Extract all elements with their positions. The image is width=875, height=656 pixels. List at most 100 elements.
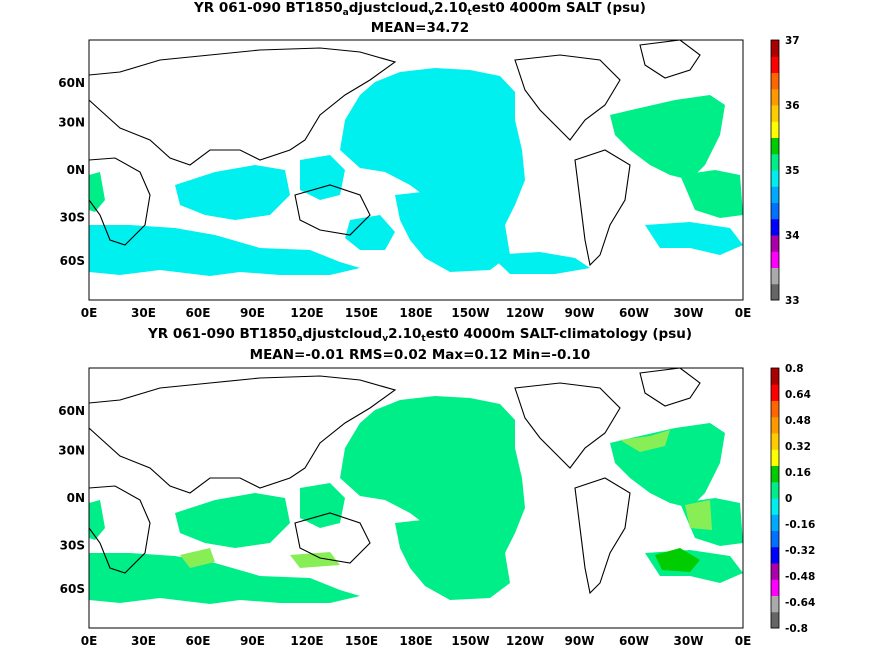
positive-anomaly-patch-3 <box>180 548 215 568</box>
colorbar-swatch <box>771 153 779 171</box>
south-pacific-field <box>395 190 510 272</box>
colorbar-swatch <box>771 72 779 90</box>
indian-ocean-field <box>175 165 290 220</box>
colorbar-tick-label: 0.48 <box>785 415 811 427</box>
colorbar-swatch <box>771 433 779 450</box>
lon-label: 90W <box>565 634 595 648</box>
south-atlantic-field <box>645 222 743 255</box>
south-pacific-anomaly <box>395 518 510 600</box>
colorbar-swatch <box>771 235 779 252</box>
panel1-subtitle: MEAN=34.72 <box>370 20 470 36</box>
panel1-coastlines <box>89 40 701 267</box>
south-atlantic-green-field <box>680 170 743 218</box>
lat-label: 60S <box>60 582 85 596</box>
colorbar-swatch <box>771 267 779 285</box>
lon-label: 60W <box>619 634 649 648</box>
lat-label: 30S <box>60 538 85 552</box>
lat-label: 30N <box>58 116 85 130</box>
lon-label: 120W <box>506 306 544 320</box>
west-pacific-anomaly <box>300 483 345 528</box>
lon-label: 30W <box>674 306 704 320</box>
lon-label: 150E <box>345 306 378 320</box>
lon-label: 180E <box>399 634 432 648</box>
colorbar-swatch <box>771 595 779 613</box>
west-pacific-field <box>300 155 345 200</box>
lon-label: 150W <box>451 634 489 648</box>
lon-label: 180E <box>399 306 432 320</box>
colorbar-swatch <box>771 400 779 418</box>
lon-label: 150E <box>345 634 378 648</box>
colorbar-swatch <box>771 611 779 629</box>
positive-anomaly-patch-4 <box>290 552 340 568</box>
strong-anomaly-patch <box>655 548 700 572</box>
southern-band-anomaly <box>89 553 360 604</box>
colorbar-tick-label: 36 <box>785 100 800 112</box>
colorbar-swatch <box>771 449 779 466</box>
lon-label: 120E <box>290 634 323 648</box>
colorbar-swatch <box>771 514 779 531</box>
panel2-map <box>88 367 744 629</box>
colorbar-swatch <box>771 498 779 515</box>
southeast-pacific-field <box>490 252 590 274</box>
panel1-map <box>88 39 744 301</box>
lat-label: 60N <box>58 76 85 90</box>
colorbar-swatch <box>771 384 779 401</box>
west-edge-field <box>89 172 105 212</box>
colorbar-swatch <box>771 88 779 106</box>
colorbar-tick-label: 0.16 <box>785 467 811 479</box>
colorbar-swatch <box>771 546 779 564</box>
positive-anomaly-patch-2 <box>685 500 712 530</box>
colorbar-swatch <box>771 186 779 203</box>
colorbar-swatch <box>771 416 779 434</box>
north-pacific-field <box>340 68 525 230</box>
colorbar-swatch <box>771 368 779 385</box>
lon-label: 120E <box>290 306 323 320</box>
southern-band-field <box>89 225 360 276</box>
colorbar-swatch <box>771 481 779 499</box>
positive-anomaly-patch-1 <box>620 430 670 452</box>
colorbar-swatch <box>771 105 779 122</box>
colorbar-swatch <box>771 283 779 301</box>
panel1-title: YR 061-090 BT1850adjustcloudv2.10test0 4… <box>194 0 646 18</box>
colorbar-frame <box>770 367 780 629</box>
colorbar-frame <box>770 39 780 301</box>
lon-label: 90E <box>240 306 265 320</box>
lon-label: 30E <box>131 634 156 648</box>
colorbar-tick-label: -0.16 <box>785 519 815 531</box>
colorbar-swatch <box>771 218 779 236</box>
panel2-title: YR 061-090 BT1850adjustcloudv2.10test0 4… <box>147 326 693 344</box>
north-pacific-anomaly <box>340 396 525 558</box>
lon-label: 0E <box>735 306 752 320</box>
lat-label: 30S <box>60 210 85 224</box>
colorbar-tick-label: -0.8 <box>785 623 808 635</box>
lon-label: 0E <box>735 634 752 648</box>
panel1-fields <box>89 68 743 276</box>
panel2-coastlines <box>89 368 701 595</box>
colorbar-swatch <box>771 56 779 73</box>
indian-ocean-anomaly <box>175 493 290 548</box>
colorbar-tick-label: 35 <box>785 165 800 177</box>
colorbar-tick-label: 34 <box>785 230 800 242</box>
lat-label: 60S <box>60 254 85 268</box>
panel2-subtitle: MEAN=-0.01 RMS=0.02 Max=0.12 Min=-0.10 <box>249 347 591 363</box>
colorbar-swatch <box>771 465 779 483</box>
colorbar-tick-label: 37 <box>785 35 800 47</box>
colorbar-swatch <box>771 121 779 138</box>
tasman-field <box>345 215 395 250</box>
axis-labels: 0E 30E 60E 90E 120E 150E 180E 150W 120W 90W 60W 30W… <box>58 76 751 648</box>
colorbar-tick-label: 0.8 <box>785 363 804 375</box>
colorbar-tick-label: -0.64 <box>785 597 815 609</box>
lon-label: 90E <box>240 634 265 648</box>
lon-label: 60E <box>186 634 211 648</box>
colorbar-swatch <box>771 563 779 580</box>
north-atlantic-field <box>610 95 725 180</box>
lon-label: 150W <box>451 306 489 320</box>
colorbar-tick-label: -0.32 <box>785 545 815 557</box>
lon-label: 60W <box>619 306 649 320</box>
lat-label: 0N <box>67 163 85 177</box>
colorbar-swatch <box>771 202 779 220</box>
colorbar-tick-label: 0.32 <box>785 441 811 453</box>
colorbar-swatch <box>771 579 779 596</box>
lon-label: 0E <box>81 306 98 320</box>
